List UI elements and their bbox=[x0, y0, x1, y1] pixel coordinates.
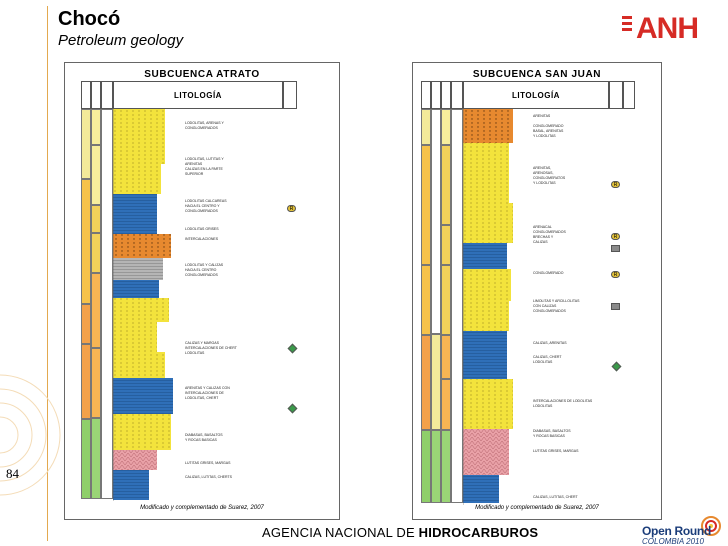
formation-block bbox=[441, 265, 451, 335]
group-block bbox=[431, 109, 441, 334]
col-head-edad bbox=[421, 81, 431, 109]
anh-logo-text: ANH bbox=[636, 12, 698, 44]
col-head-espesor bbox=[451, 81, 463, 109]
anh-logo: ANH bbox=[620, 10, 722, 45]
rock-badge: R bbox=[611, 233, 620, 240]
formation-block bbox=[91, 205, 101, 233]
panel-title-atrato: SUBCUENCA ATRATO bbox=[144, 69, 260, 80]
col-head-formacion bbox=[91, 81, 101, 109]
formation-block bbox=[441, 335, 451, 379]
age-block bbox=[81, 109, 91, 179]
stratigraphic-column-atrato: SUBCUENCA ATRATO LITOLOGÍA bbox=[64, 62, 340, 520]
litologia-head-atrato: LITOLOGÍA bbox=[113, 81, 283, 109]
group-block bbox=[431, 430, 441, 503]
age-block bbox=[81, 179, 91, 304]
agency-footer: AGENCIA NACIONAL DE HIDROCARBUROS bbox=[262, 525, 538, 540]
formation-block bbox=[91, 348, 101, 418]
panel-title-san-juan: SUBCUENCA SAN JUAN bbox=[472, 69, 602, 80]
age-block bbox=[81, 304, 91, 344]
age-block bbox=[421, 335, 431, 430]
open-round-logo: Open Round COLOMBIA 2010 bbox=[638, 512, 726, 546]
litologia-head-san-juan: LITOLOGÍA bbox=[463, 81, 609, 109]
agency-bold: HIDROCARBUROS bbox=[418, 525, 539, 540]
formation-block bbox=[91, 233, 101, 273]
formation-block bbox=[91, 273, 101, 348]
age-block bbox=[421, 430, 431, 503]
decorative-rule bbox=[47, 6, 48, 541]
col-head-edad bbox=[81, 81, 91, 109]
open-round-subtitle: COLOMBIA 2010 bbox=[642, 537, 704, 546]
col-head-sistema bbox=[609, 81, 623, 109]
page-subtitle: Petroleum geology bbox=[58, 32, 184, 49]
page-number: 84 bbox=[6, 466, 19, 481]
col-head-formacion bbox=[441, 81, 451, 109]
age-block bbox=[421, 265, 431, 335]
col-head-sistema bbox=[283, 81, 297, 109]
col-head-roca bbox=[623, 81, 635, 109]
source-badge bbox=[611, 361, 622, 372]
age-block bbox=[81, 419, 91, 499]
group-block bbox=[431, 334, 441, 430]
lithology-column-san-juan bbox=[463, 109, 513, 505]
open-round-swirl-icon bbox=[701, 516, 721, 536]
seal-badge bbox=[611, 303, 620, 310]
formation-block bbox=[91, 145, 101, 205]
panel-footnote-atrato: Modificado y complementado de Suarez, 20… bbox=[140, 505, 264, 511]
formation-block bbox=[441, 379, 451, 430]
age-block bbox=[81, 344, 91, 419]
col-head-espesor bbox=[101, 81, 113, 109]
formation-block bbox=[91, 109, 101, 145]
formation-block bbox=[441, 109, 451, 145]
formation-block bbox=[441, 225, 451, 265]
formation-block bbox=[91, 418, 101, 499]
lithology-column-atrato bbox=[113, 109, 173, 501]
col-head-grupo bbox=[431, 81, 441, 109]
rock-badge: R bbox=[287, 205, 296, 212]
page-title: Chocó bbox=[58, 8, 121, 30]
stratigraphic-column-san-juan: SUBCUENCA SAN JUAN LITOLOGÍA bbox=[412, 62, 662, 520]
open-round-title: Open Round bbox=[642, 524, 711, 538]
agency-prefix: AGENCIA NACIONAL DE bbox=[262, 525, 419, 540]
formation-block bbox=[441, 430, 451, 503]
thickness-column bbox=[451, 109, 463, 503]
seal-badge bbox=[611, 245, 620, 252]
thickness-column bbox=[101, 109, 113, 499]
source-badge bbox=[287, 403, 298, 414]
age-block bbox=[421, 109, 431, 145]
formation-block bbox=[441, 145, 451, 225]
age-block bbox=[421, 145, 431, 265]
rock-badge: R bbox=[611, 271, 620, 278]
source-badge bbox=[287, 343, 298, 354]
rock-badge: R bbox=[611, 181, 620, 188]
panel-footnote-san-juan: Modificado y complementado de Suarez, 20… bbox=[475, 505, 599, 511]
decorative-circles bbox=[0, 374, 61, 496]
